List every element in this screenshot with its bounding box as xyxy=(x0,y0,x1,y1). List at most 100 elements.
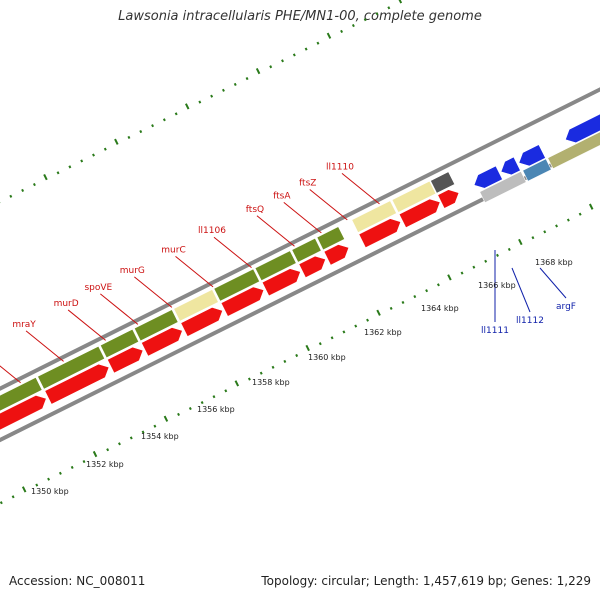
gene-label-ll1106: ll1106 xyxy=(198,226,226,236)
outer-tick xyxy=(21,188,25,193)
outer-tick xyxy=(184,103,190,110)
inner-tick xyxy=(507,247,511,252)
cds-forward-arrow xyxy=(180,307,223,337)
inner-tick xyxy=(342,330,346,334)
inner-tick xyxy=(425,289,429,293)
outer-tick xyxy=(351,23,355,28)
inner-tick xyxy=(177,412,180,416)
inner-tick xyxy=(555,224,559,228)
inner-tick xyxy=(188,406,192,411)
inner-tick xyxy=(436,283,440,287)
gene-label-argF: argF xyxy=(556,302,576,312)
inner-tick xyxy=(283,359,287,363)
outer-tick xyxy=(269,65,273,69)
inner-tick xyxy=(376,309,381,316)
inner-tick xyxy=(460,271,464,275)
gene-label-leader xyxy=(213,236,252,269)
gene-label-ll1110: ll1110 xyxy=(326,162,354,172)
kbp-label: 1360 kbp xyxy=(308,353,346,362)
gene-label-mraY: mraY xyxy=(12,320,36,330)
map-title: Lawsonia intracellularis PHE/MN1-00, com… xyxy=(118,9,482,24)
outer-tick xyxy=(92,153,95,157)
outer-tick xyxy=(316,41,320,45)
inner-tick xyxy=(401,300,405,305)
outer-tick xyxy=(233,82,237,86)
gene-label-leader xyxy=(341,173,380,205)
gene-label-ll1112: ll1112 xyxy=(516,316,544,326)
cds-forward-arrow xyxy=(106,346,144,374)
inner-tick xyxy=(259,371,263,375)
inner-tick xyxy=(578,212,582,216)
inner-tick xyxy=(163,415,169,422)
outer-tick-track xyxy=(0,0,403,204)
inner-tick xyxy=(354,324,358,328)
inner-tick xyxy=(518,238,523,246)
genome-summary: Topology: circular; Length: 1,457,619 bp… xyxy=(261,574,591,588)
inner-tick xyxy=(247,377,251,381)
outer-tick xyxy=(304,47,308,51)
kbp-label: 1366 kbp xyxy=(478,281,516,290)
inner-tick xyxy=(447,274,452,281)
outer-tick xyxy=(221,88,225,92)
cds-forward-arrow xyxy=(140,327,183,357)
inner-tick xyxy=(295,353,299,358)
cog-track xyxy=(0,131,600,412)
gene-label-spoVE: spoVE xyxy=(84,283,112,293)
outer-tick xyxy=(103,147,107,151)
gene-label-leader xyxy=(309,189,348,221)
inner-tick xyxy=(389,306,393,310)
inner-tick-track xyxy=(0,203,594,505)
outer-tick xyxy=(9,194,13,198)
cog-segment xyxy=(133,309,179,342)
outer-tick xyxy=(127,135,131,139)
gene-label-leader xyxy=(100,293,139,325)
outer-tick xyxy=(340,29,344,33)
cog-segment xyxy=(351,200,397,233)
outer-tick xyxy=(43,173,48,181)
kbp-label: 1350 kbp xyxy=(31,487,69,496)
kbp-label: 1358 kbp xyxy=(252,378,290,387)
cds-reverse-arrow xyxy=(500,156,521,176)
outer-tick xyxy=(174,112,178,116)
reverse-gene-labels: ll1111 ll1112 argF xyxy=(481,250,576,336)
cog-segment xyxy=(316,226,346,251)
outer-tick xyxy=(326,32,332,39)
cds-forward-arrow xyxy=(437,189,460,209)
inner-tick xyxy=(0,501,3,505)
outer-tick xyxy=(56,171,60,175)
inner-tick xyxy=(413,295,417,299)
outer-tick xyxy=(162,118,166,122)
gene-label-leader xyxy=(283,202,322,234)
inner-tick xyxy=(212,395,216,399)
kbp-labels: 1350 kbp 1352 kbp 1354 kbp 1356 kbp 1358 kbp… xyxy=(31,258,573,496)
cds-forward-arrow xyxy=(398,198,441,229)
outer-tick xyxy=(210,94,214,98)
outer-tick xyxy=(387,6,391,10)
outer-tick xyxy=(139,129,143,134)
kbp-label: 1352 kbp xyxy=(86,460,124,469)
inner-tick xyxy=(271,365,275,369)
inner-tick xyxy=(35,483,39,487)
inner-tick xyxy=(224,389,228,393)
gene-label-leader xyxy=(0,365,21,384)
outer-tick xyxy=(32,182,36,187)
inner-tick xyxy=(566,218,570,222)
outer-tick xyxy=(398,0,403,4)
inner-tick xyxy=(366,318,369,322)
cds-forward-arrow xyxy=(298,255,326,279)
outer-tick xyxy=(255,67,261,75)
outer-tick xyxy=(245,76,249,81)
inner-tick xyxy=(496,253,499,257)
gene-label-ftsQ: ftsQ xyxy=(246,205,264,215)
inner-tick xyxy=(588,203,594,210)
kbp-label: 1354 kbp xyxy=(141,432,179,441)
outer-tick xyxy=(80,159,84,163)
cog-segment xyxy=(522,158,552,182)
outer-tick xyxy=(281,59,284,63)
cds-forward-arrow xyxy=(261,268,301,297)
cds-forward-arrow xyxy=(44,363,110,405)
cog-segment xyxy=(479,170,527,204)
gene-label-ftsZ: ftsZ xyxy=(299,178,316,188)
inner-tick xyxy=(70,465,74,469)
